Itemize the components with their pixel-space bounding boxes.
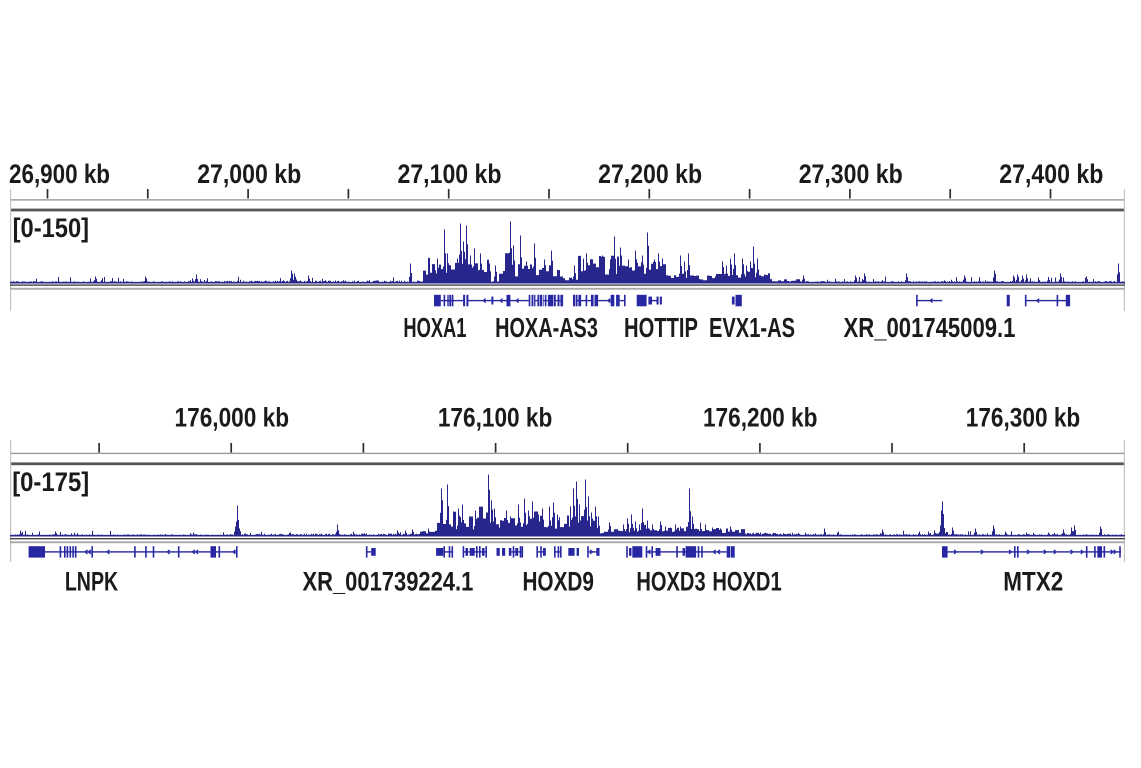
svg-text:27,200 kb: 27,200 kb	[598, 159, 702, 189]
svg-text:[0-175]: [0-175]	[12, 467, 89, 497]
svg-text:176,000 kb: 176,000 kb	[175, 403, 290, 433]
svg-text:26,900 kb: 26,900 kb	[9, 159, 110, 189]
svg-text:XR_001739224.1: XR_001739224.1	[303, 566, 474, 596]
svg-text:HOXA1: HOXA1	[403, 312, 466, 343]
svg-text:HOXA-AS3: HOXA-AS3	[495, 312, 598, 343]
svg-text:[0-150]: [0-150]	[13, 213, 90, 243]
svg-text:27,400 kb: 27,400 kb	[999, 159, 1103, 189]
svg-text:HOXD3: HOXD3	[636, 566, 705, 596]
svg-text:176,300 kb: 176,300 kb	[966, 403, 1081, 433]
svg-text:LNPK: LNPK	[65, 566, 119, 596]
svg-text:HOXD1: HOXD1	[712, 566, 781, 596]
svg-text:176,200 kb: 176,200 kb	[703, 403, 818, 433]
svg-text:HOXD9: HOXD9	[522, 566, 594, 596]
svg-text:EVX1-AS: EVX1-AS	[709, 312, 795, 343]
svg-text:27,300 kb: 27,300 kb	[799, 159, 903, 189]
svg-text:27,000 kb: 27,000 kb	[197, 159, 301, 189]
svg-text:HOTTIP: HOTTIP	[624, 312, 698, 343]
svg-text:MTX2: MTX2	[1003, 566, 1063, 596]
svg-text:176,100 kb: 176,100 kb	[438, 403, 553, 433]
svg-text:XR_001745009.1: XR_001745009.1	[844, 312, 1016, 343]
svg-text:27,100 kb: 27,100 kb	[398, 159, 502, 189]
